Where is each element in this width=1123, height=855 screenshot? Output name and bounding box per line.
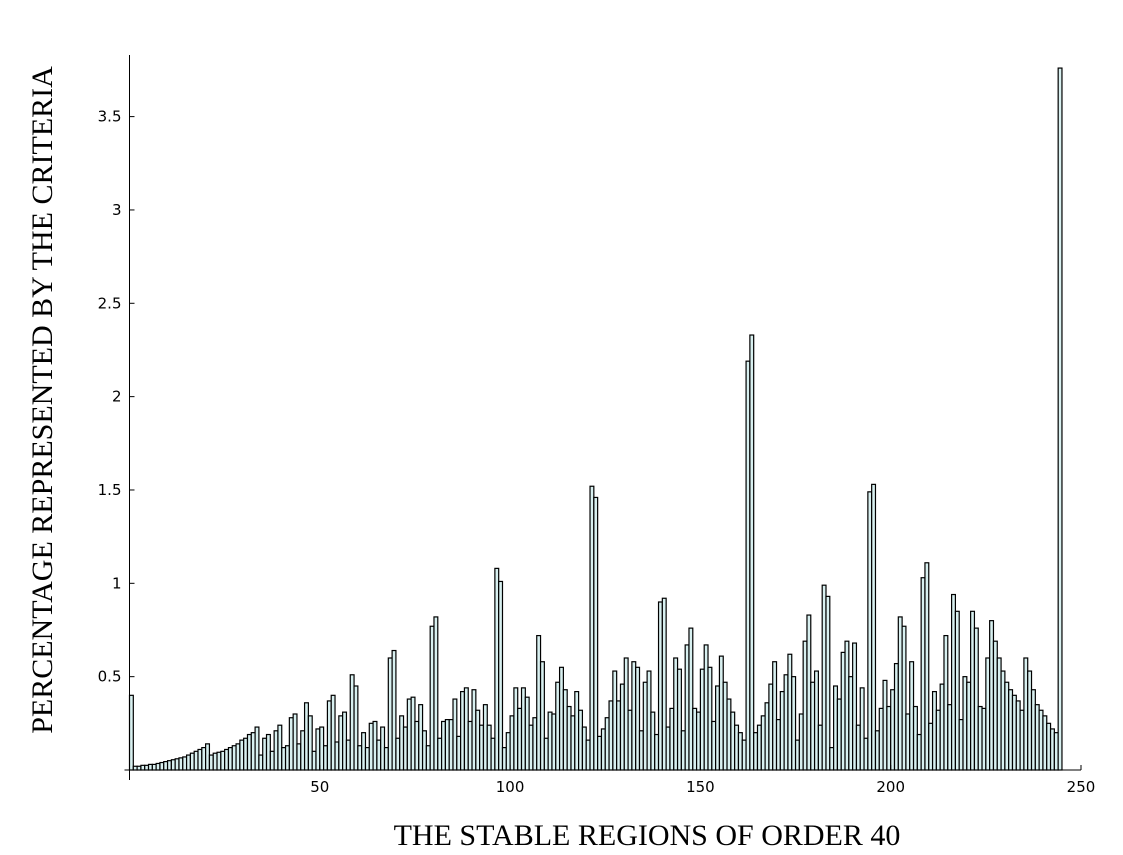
bar bbox=[871, 483, 877, 771]
bar bbox=[128, 694, 134, 771]
bar bbox=[593, 496, 599, 771]
y-tick-label: 2 bbox=[112, 388, 122, 406]
x-tick-label: 250 bbox=[1067, 778, 1096, 796]
bar bbox=[498, 580, 504, 771]
y-tick-label: 1 bbox=[112, 574, 122, 592]
y-tick-label: 1.5 bbox=[98, 481, 122, 499]
x-tick-label: 50 bbox=[310, 778, 329, 796]
bar bbox=[1057, 67, 1063, 771]
y-tick-label: 3 bbox=[112, 201, 122, 219]
y-axis-label: PERCENTAGE REPRESENTED BY THE CRITERIA bbox=[26, 66, 59, 734]
x-tick-label: 200 bbox=[876, 778, 905, 796]
x-tick-label: 150 bbox=[686, 778, 715, 796]
bar bbox=[825, 595, 831, 771]
y-tick-label: 3.5 bbox=[98, 108, 122, 126]
x-tick-label: 100 bbox=[496, 778, 525, 796]
bar bbox=[749, 334, 755, 771]
y-tick-label: 0.5 bbox=[98, 668, 122, 686]
x-axis-label: THE STABLE REGIONS OF ORDER 40 bbox=[394, 819, 901, 852]
y-tick-label: 2.5 bbox=[98, 294, 122, 312]
